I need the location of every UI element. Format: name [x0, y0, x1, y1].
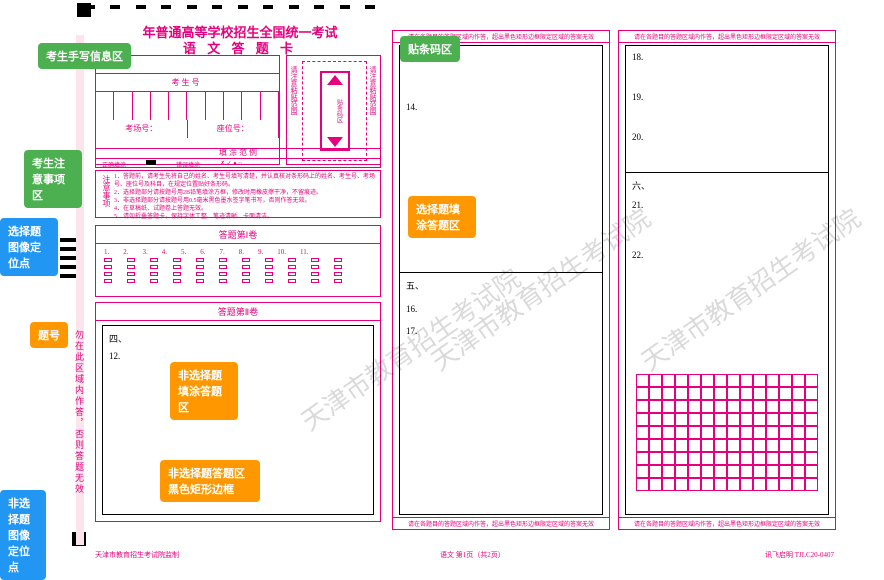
q-20: 20. [632, 132, 822, 142]
q-four: 四、 [109, 332, 367, 345]
middle-answer-panel: 请在各题目的答题区域内作答，超出黑色矩形边框限定区域的答案无效 13. 14. … [392, 30, 610, 530]
q-16: 16. [406, 304, 596, 314]
callout-barcode-area: 贴条码区 [400, 36, 460, 62]
mid-inner-border: 13. 14. 五、 16. 17. [399, 45, 603, 515]
barcode-side-left: 请注意粘贴范围 [289, 66, 299, 115]
right-answer-panel: 请在各题目的答题区域内作答，超出黑色矩形边框限定区域的答案无效 18. 19. … [618, 30, 836, 530]
callout-info-area: 考生手写信息区 [38, 43, 131, 69]
q-17: 17. [406, 326, 596, 336]
notice-line: 2．选择题部分请按题号用2B铅笔填涂方框，修改时用橡皮擦干净，不留痕迹。 [114, 189, 378, 197]
seat-label: 座位号： [188, 120, 280, 138]
essay-grid [636, 374, 818, 494]
notice-label: 注意事项 [98, 175, 110, 207]
callout-qnum: 题号 [30, 322, 68, 348]
q-12: 12. [109, 351, 367, 361]
notice-line: 1．答题前，请考生先将自己的姓名、考生号填写清楚，并认真核对条形码上的姓名、考生… [114, 173, 378, 189]
fill-example-box: 填 涂 范 例 正确填涂 错误填涂 ✗ ✓ ● ○ [95, 148, 381, 168]
mid-warn-bot: 请在各题目的答题区域内作答，超出黑色矩形边框限定区域的答案无效 [393, 517, 609, 529]
callout-nonmc-locator: 非选择题图像定位点 [0, 490, 46, 580]
right-inner-border: 18. 19. 20. 六、 21. 22. [625, 45, 829, 515]
right-warn-bot: 请在各题目的答题区域内作答，超出黑色矩形边框限定区域的答案无效 [619, 517, 835, 529]
q-six: 六、 [632, 179, 822, 192]
barcode-arrow-icon: 贴条码区 [320, 71, 350, 151]
notice-line: 3．非选择题部分请按题号用0.5毫米黑色墨水签字笔书写，否则作答无效。 [114, 197, 378, 205]
q-22: 22. [632, 250, 822, 260]
section1-title: 答题第Ⅰ卷 [96, 226, 380, 244]
callout-notice-area: 考生注意事项区 [24, 150, 82, 208]
q-21: 21. [632, 200, 822, 210]
callout-mc-locator: 选择题图像定位点 [0, 218, 58, 276]
callout-nonmc-border: 非选择题答题区黑色矩形边框 [160, 460, 260, 502]
right-warn-top: 请在各题目的答题区域内作答，超出黑色矩形边框限定区域的答案无效 [619, 31, 835, 43]
q-14: 14. [406, 102, 596, 112]
q-18: 18. [632, 52, 822, 62]
notice-line: 5．请勿折叠答题卡，保持字体工整、笔迹清晰、卡面清洁。 [114, 213, 378, 221]
q-19: 19. [632, 92, 822, 102]
bottom-left: 天津市教育招生考试院监制 [95, 550, 179, 560]
section2-title: 答题第Ⅱ卷 [96, 303, 380, 321]
bottom-center: 语文 第1页（共2页） [440, 550, 505, 560]
id-label: 考 生 号 [172, 77, 200, 88]
notice-line: 4．在草稿纸、试题卷上答题无效。 [114, 205, 378, 213]
callout-nonmc-answer: 非选择题填涂答题区 [170, 362, 238, 420]
barcode-side-right: 请注意粘贴范围 [368, 66, 378, 115]
mc-bubbles: 1.2.3.4.5.6.7.8.9.10.11. [96, 244, 380, 290]
callout-mc-answer: 选择题填涂答题区 [408, 196, 476, 238]
answer-section-1: 答题第Ⅰ卷 1.2.3.4.5.6.7.8.9.10.11. [95, 225, 381, 297]
room-label: 考场号： [96, 120, 188, 138]
notice-box: 注意事项 1．答题前，请考生先将自己的姓名、考生号填写清楚，并认真核对条形码上的… [95, 170, 381, 218]
q-five: 五、 [406, 279, 596, 292]
vstrip-warning: 勿在此区域内作答，否则答题无效 [75, 330, 86, 495]
corner-marker [77, 3, 91, 17]
bottom-right: 讯飞启明 TJLC20-0407 [765, 550, 834, 560]
top-marker-row [85, 5, 375, 9]
fill-example-title: 填 涂 范 例 [96, 147, 380, 159]
